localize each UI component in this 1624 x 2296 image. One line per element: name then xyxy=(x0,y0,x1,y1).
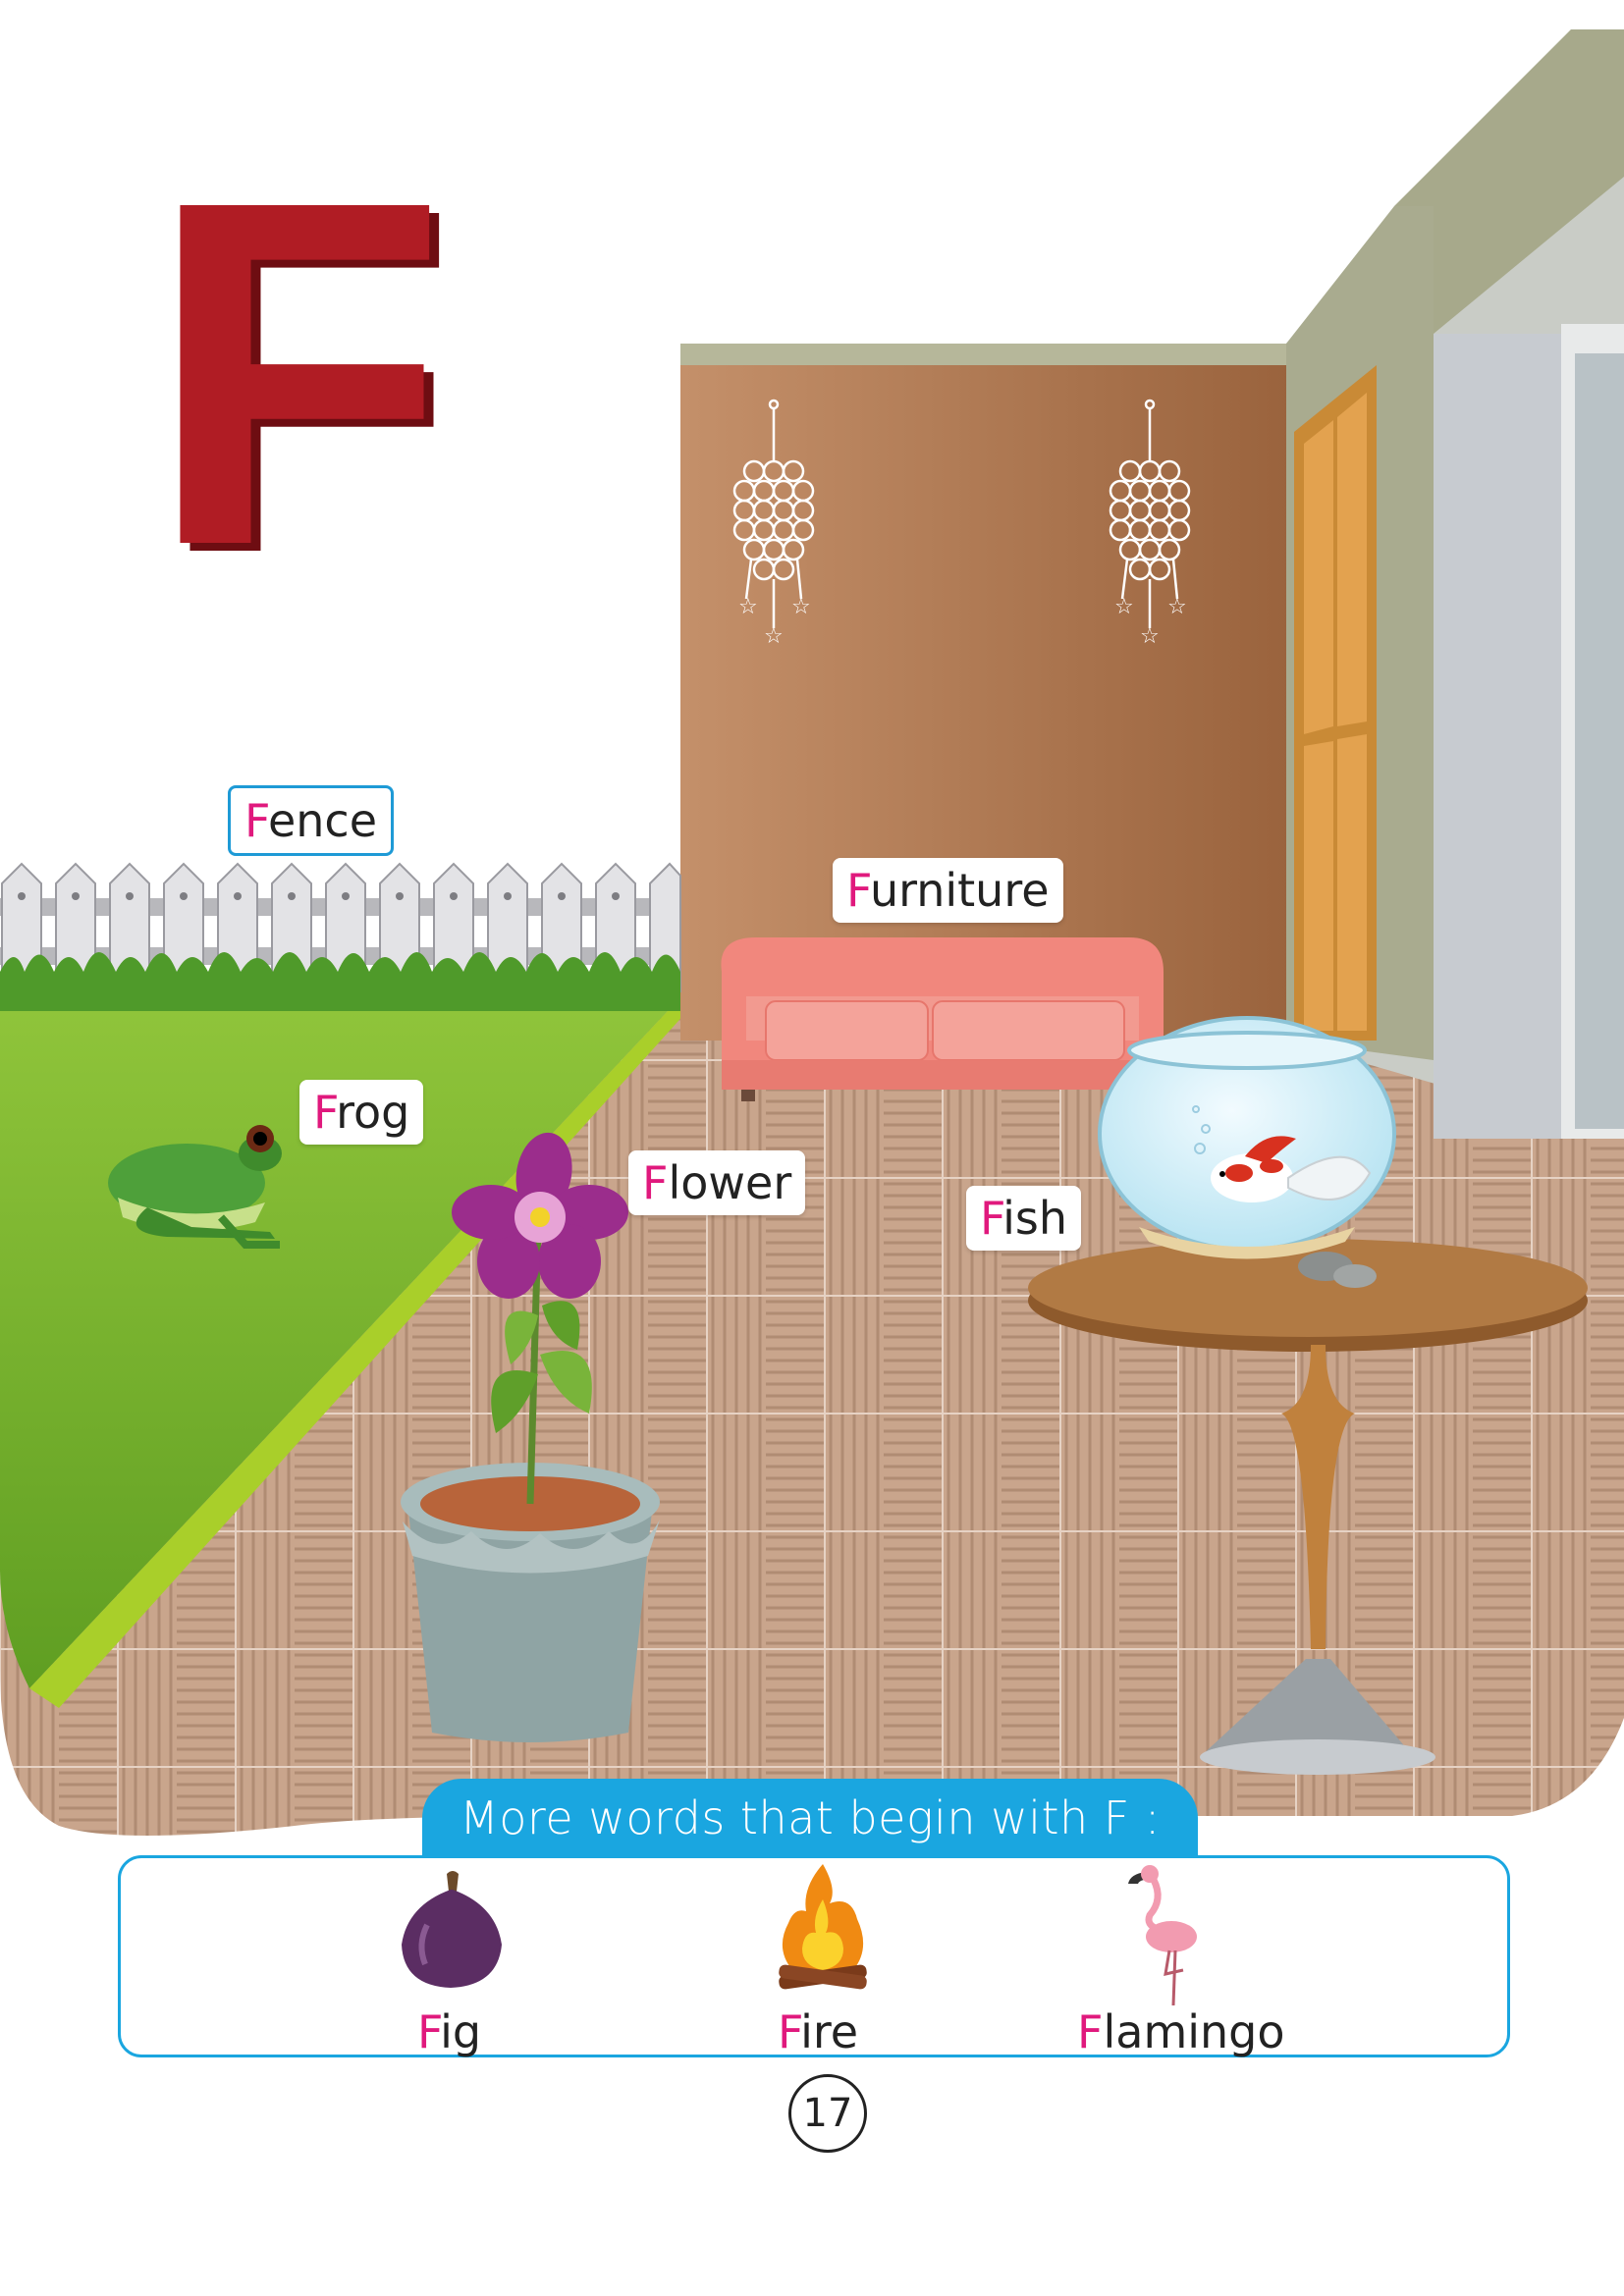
svg-text:☆: ☆ xyxy=(1114,595,1134,619)
fig-icon xyxy=(402,1871,502,1988)
flamingo-icon xyxy=(1128,1865,1197,2006)
label-flower: Flower xyxy=(628,1150,806,1215)
word-flamingo-initial: F xyxy=(1077,2005,1104,2058)
fence xyxy=(0,862,681,1011)
svg-text:☆: ☆ xyxy=(738,595,758,619)
label-furniture-initial: F xyxy=(846,864,870,917)
side-table xyxy=(1028,1239,1588,1775)
label-furniture-rest: urniture xyxy=(869,864,1050,917)
word-flamingo: Flamingo xyxy=(1077,2009,1285,2055)
fire-icon xyxy=(779,1864,867,1990)
alphabet-letter: F xyxy=(147,98,448,647)
label-furniture: Furniture xyxy=(833,858,1063,923)
svg-text:☆: ☆ xyxy=(764,624,784,649)
flower xyxy=(452,1132,628,1299)
frog xyxy=(108,1125,282,1249)
more-words-box: Fig Fire Flamingo xyxy=(118,1855,1510,2057)
label-fence-initial: F xyxy=(244,794,268,847)
svg-text:☆: ☆ xyxy=(1167,595,1187,619)
more-words-heading: More words that begin with F : xyxy=(422,1779,1198,1857)
page-number: 17 xyxy=(788,2074,867,2153)
goldfish xyxy=(1211,1136,1372,1202)
svg-text:☆: ☆ xyxy=(1140,624,1160,649)
word-fire-rest: ire xyxy=(800,2005,859,2058)
label-fish: Fish xyxy=(966,1186,1082,1251)
label-fence-rest: ence xyxy=(267,794,377,847)
word-fig-initial: F xyxy=(417,2005,441,2058)
wall-hanging-left: ☆ ☆ ☆ xyxy=(732,399,815,649)
scene-illustration: ☆ ☆ ☆ ☆ ☆ ☆ xyxy=(0,29,1624,1836)
back-wall xyxy=(680,344,1289,1041)
label-frog-initial: F xyxy=(313,1086,337,1139)
label-frog: Frog xyxy=(299,1080,424,1145)
sofa xyxy=(721,937,1164,1101)
svg-text:☆: ☆ xyxy=(791,595,811,619)
word-fire: Fire xyxy=(778,2009,858,2055)
label-flower-initial: F xyxy=(642,1156,669,1209)
label-flower-rest: lower xyxy=(668,1156,792,1209)
fish-bowl xyxy=(1098,1016,1396,1288)
flower-pot xyxy=(401,1226,660,1742)
word-fig-rest: ig xyxy=(440,2005,482,2058)
word-fire-initial: F xyxy=(778,2005,801,2058)
label-fish-rest: ish xyxy=(1002,1192,1068,1245)
word-fig: Fig xyxy=(417,2009,481,2055)
label-frog-rest: rog xyxy=(336,1086,410,1139)
word-flamingo-rest: lamingo xyxy=(1103,2005,1285,2058)
label-fence: Fence xyxy=(228,785,394,856)
wall-hanging-right: ☆ ☆ ☆ xyxy=(1109,399,1191,649)
label-fish-initial: F xyxy=(980,1192,1003,1245)
